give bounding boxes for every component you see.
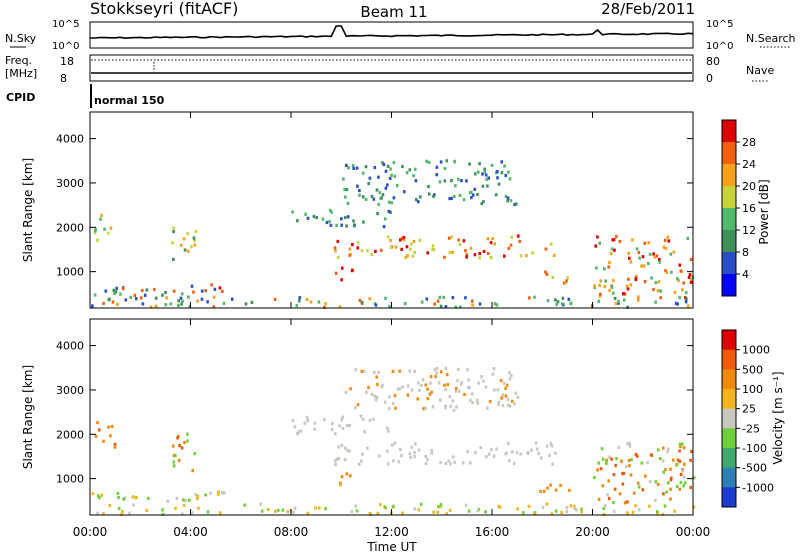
- colorbar-tick-label: -1000: [742, 481, 774, 494]
- x-tick-label: 04:00: [173, 525, 208, 539]
- colorbar-tick-label: 20: [742, 180, 756, 193]
- y-tick-label: 4000: [56, 133, 84, 146]
- y-tick-label: 1000: [56, 473, 84, 486]
- y-tick-label: 2000: [56, 221, 84, 234]
- colorbar-segment: [722, 467, 736, 488]
- power-colorbar-label: Power [dB]: [757, 179, 771, 244]
- colorbar-segment: [722, 274, 736, 297]
- n-sky-tick-top: 10^5: [52, 19, 79, 30]
- colorbar-segment: [722, 208, 736, 231]
- x-tick-label: 20:00: [575, 525, 610, 539]
- cpid-label: CPID: [6, 91, 35, 104]
- colorbar-segment: [722, 448, 736, 468]
- colorbar-tick-label: 28: [742, 136, 756, 149]
- colorbar-segment: [722, 164, 736, 187]
- colorbar-tick-label: -25: [742, 422, 760, 435]
- colorbar-segment: [722, 487, 736, 508]
- colorbar-tick-label: 100: [742, 383, 763, 396]
- freq-panel: Freq. [MHz] 18 8 80 0 Nave: [5, 54, 774, 85]
- velocity-panel: 1000 2000 3000 4000 Slant Range [km] 1000 50…: [21, 318, 785, 517]
- power-ylabel: Slant Range [km]: [21, 158, 35, 262]
- x-tick-label: 00:00: [73, 525, 108, 539]
- cpid-mode: normal 150: [94, 94, 165, 107]
- x-tick-label: 08:00: [274, 525, 309, 539]
- colorbar-tick-label: 500: [742, 363, 763, 376]
- y-tick-label: 3000: [56, 177, 84, 190]
- colorbar-segment: [722, 408, 736, 429]
- colorbar-segment: [722, 330, 736, 350]
- colorbar-segment: [722, 230, 736, 253]
- colorbar-segment: [722, 428, 736, 449]
- nave-label: Nave: [746, 64, 774, 77]
- colorbar-segment: [722, 349, 736, 370]
- velocity-colorbar-label: Velocity [m s⁻¹]: [771, 371, 785, 464]
- freq-tick-bottom: 8: [60, 72, 67, 85]
- nave-tick-top: 80: [706, 55, 720, 68]
- colorbar-segment: [722, 142, 736, 165]
- y-tick-label: 3000: [56, 384, 84, 397]
- colorbar-segment: [722, 120, 736, 143]
- colorbar-segment: [722, 252, 736, 275]
- colorbar-tick-label: 16: [742, 202, 756, 215]
- date-label: 28/Feb/2011: [601, 0, 695, 18]
- noise-panel: N.Sky 10^5 10^0 10^5 10^0 N.Search: [5, 19, 796, 52]
- x-tick-label: 00:00: [676, 525, 711, 539]
- nave-tick-bottom: 0: [706, 72, 713, 85]
- n-search-label: N.Search: [746, 32, 796, 45]
- x-tick-label: 12:00: [374, 525, 409, 539]
- n-search-tick-bottom: 10^0: [706, 41, 733, 52]
- beam-label: Beam 11: [360, 3, 427, 21]
- colorbar-tick-label: 24: [742, 158, 756, 171]
- freq-label: Freq.: [5, 54, 32, 67]
- colorbar-tick-label: 12: [742, 224, 756, 237]
- y-tick-label: 4000: [56, 340, 84, 353]
- colorbar-tick-label: -500: [742, 462, 767, 475]
- x-axis-label: Time UT: [366, 540, 417, 554]
- freq-unit-label: [MHz]: [5, 67, 37, 80]
- colorbar-tick-label: 8: [742, 246, 749, 259]
- colorbar-segment: [722, 186, 736, 209]
- y-tick-label: 1000: [56, 266, 84, 279]
- colorbar-tick-label: 25: [742, 403, 756, 416]
- y-tick-label: 2000: [56, 428, 84, 441]
- x-axis: 00:00 04:00 08:00 12:00 16:00 20:00 00:00: [73, 112, 711, 539]
- colorbar-tick-label: 1000: [742, 344, 770, 357]
- n-search-tick-top: 10^5: [706, 19, 733, 30]
- n-sky-label: N.Sky: [5, 32, 37, 45]
- plot-title: Stokkseyri (fitACF): [90, 0, 238, 18]
- colorbar-tick-label: 4: [742, 268, 749, 281]
- n-sky-tick-bottom: 10^0: [52, 41, 79, 52]
- colorbar-segment: [722, 369, 736, 390]
- velocity-ylabel: Slant Range [km]: [21, 365, 35, 469]
- x-tick-label: 16:00: [475, 525, 510, 539]
- freq-tick-top: 18: [60, 55, 74, 68]
- colorbar-segment: [722, 389, 736, 409]
- power-panel: 1000 2000 3000 4000 Slant Range [km] 4 8 12 16…: [21, 111, 771, 309]
- colorbar-tick-label: -100: [742, 442, 767, 455]
